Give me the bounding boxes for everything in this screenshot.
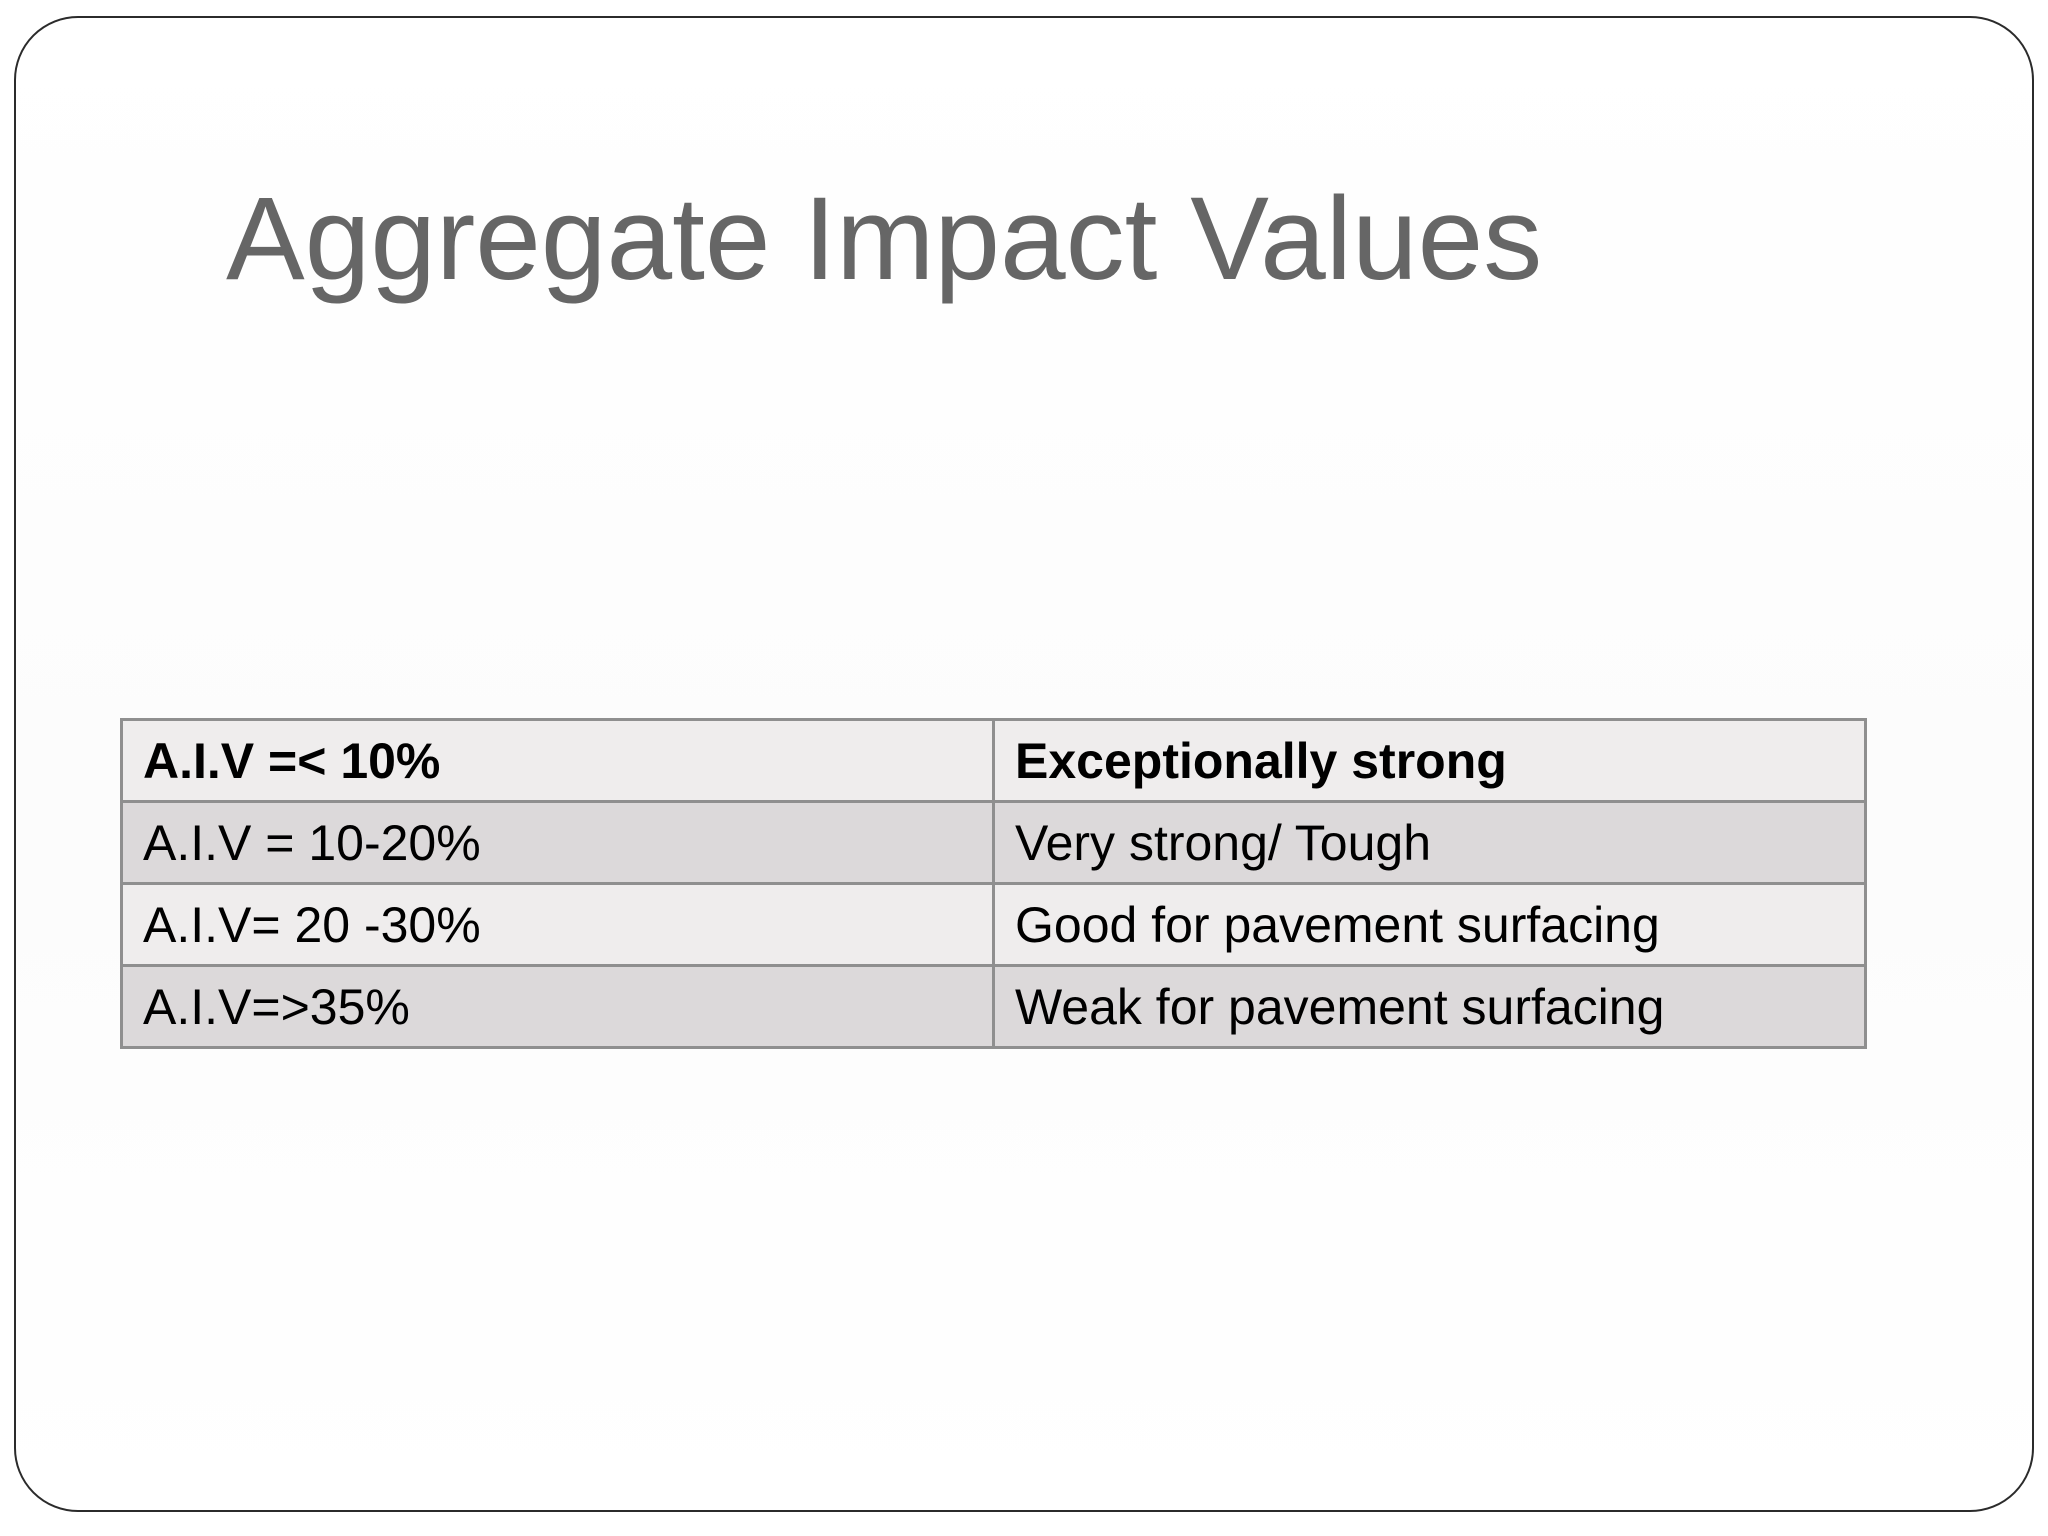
table-row: A.I.V= 20 -30% Good for pavement surfaci… — [120, 882, 1867, 967]
strength-rating-cell: Exceptionally strong — [992, 718, 1867, 803]
aiv-range-cell: A.I.V =< 10% — [120, 718, 995, 803]
strength-rating-cell: Good for pavement surfacing — [992, 882, 1867, 967]
slide-frame: Aggregate Impact Values A.I.V =< 10% Exc… — [14, 16, 2034, 1512]
strength-rating-cell: Weak for pavement surfacing — [992, 964, 1867, 1049]
aiv-range-cell: A.I.V = 10-20% — [120, 800, 995, 885]
aiv-range-cell: A.I.V= 20 -30% — [120, 882, 995, 967]
table-row: A.I.V = 10-20% Very strong/ Tough — [120, 800, 1867, 885]
aiv-table: A.I.V =< 10% Exceptionally strong A.I.V … — [120, 718, 1867, 1049]
aiv-range-cell: A.I.V=>35% — [120, 964, 995, 1049]
slide-title: Aggregate Impact Values — [226, 173, 1543, 305]
table-row: A.I.V=>35% Weak for pavement surfacing — [120, 964, 1867, 1049]
strength-rating-cell: Very strong/ Tough — [992, 800, 1867, 885]
table-row: A.I.V =< 10% Exceptionally strong — [120, 718, 1867, 803]
